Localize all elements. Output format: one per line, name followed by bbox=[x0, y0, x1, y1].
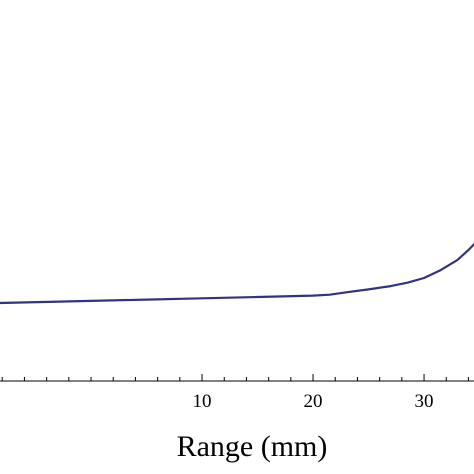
x-tick-label: 10 bbox=[193, 391, 212, 412]
x-axis-title: Range (mm) bbox=[177, 430, 328, 463]
x-axis: 10 20 30 bbox=[0, 374, 474, 412]
x-tick-label: 30 bbox=[415, 391, 434, 412]
x-tick-label: 20 bbox=[304, 391, 323, 412]
plot-area bbox=[0, 242, 474, 305]
series-line-0 bbox=[0, 242, 474, 305]
